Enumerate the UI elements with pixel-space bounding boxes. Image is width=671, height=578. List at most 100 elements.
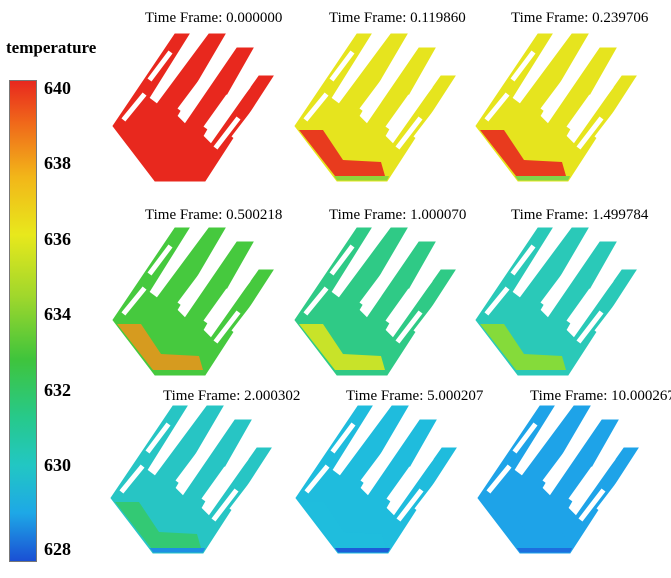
heatsink-shape-2 [294, 33, 456, 182]
fin-slot [576, 116, 604, 150]
contour-panel-9 [472, 398, 642, 563]
hot-region [299, 130, 385, 176]
colorbar-tick-632: 632 [44, 380, 71, 400]
fin-slot [594, 300, 622, 334]
fin-slot [512, 422, 538, 454]
frame-label-8: Time Frame: 5.000207 [346, 388, 484, 404]
fin-slot [121, 286, 147, 316]
fin-slot [241, 470, 267, 502]
heatsink-shape-7 [110, 405, 272, 554]
fin-slot [510, 244, 536, 276]
fin-slot [578, 488, 606, 522]
fin-slot [243, 292, 269, 324]
heatsink-outline [110, 405, 272, 554]
hot-region [300, 502, 386, 548]
fin-slot [540, 80, 566, 112]
fin-slot [203, 288, 231, 324]
fin-slot [413, 106, 441, 140]
fin-slot [177, 274, 203, 306]
heatsink-outline [112, 33, 274, 182]
fin-slot [395, 116, 423, 150]
fin-slot [231, 106, 259, 140]
contour-panel-7 [105, 398, 275, 563]
fin-slot [304, 464, 330, 494]
contour-panel-2 [289, 26, 459, 191]
fin-slot [229, 478, 257, 512]
fin-slot [211, 488, 239, 522]
fin-slot [119, 464, 145, 494]
fin-slot [145, 422, 171, 454]
fin-slot [586, 84, 614, 118]
fin-slot [213, 310, 241, 344]
fin-slot [175, 452, 201, 484]
fin-slot [413, 300, 441, 334]
hot-region [480, 324, 566, 370]
frame-label-5: Time Frame: 1.000070 [329, 207, 467, 223]
heatsink-outline [295, 405, 457, 554]
heatsink-outline [475, 227, 637, 376]
fin-slot [484, 92, 510, 122]
fin-slot [486, 464, 512, 494]
fin-slot [608, 470, 634, 502]
fin-slot [568, 466, 596, 502]
fin-slot [177, 80, 203, 112]
fin-slot [425, 292, 451, 324]
heatsink-outline [294, 227, 456, 376]
colorbar-tick-638: 638 [44, 153, 71, 173]
fin-slot [606, 292, 632, 324]
fin-slot [396, 488, 424, 522]
frame-label-7: Time Frame: 2.000302 [163, 388, 301, 404]
heatsink-outline [294, 33, 456, 182]
colorbar-tick-628: 628 [44, 539, 71, 559]
heatsink-shape-4 [112, 227, 274, 376]
colorbar-tick-640: 640 [44, 78, 71, 98]
fin-slot [426, 470, 452, 502]
temperature-colorbar [9, 80, 37, 562]
frame-label-6: Time Frame: 1.499784 [511, 207, 649, 223]
contour-panel-6 [470, 220, 640, 385]
fin-slot [540, 274, 566, 306]
heatsink-shape-5 [294, 227, 456, 376]
colorbar-tick-636: 636 [44, 229, 71, 249]
hot-region [482, 502, 568, 548]
fin-slot [406, 456, 434, 490]
fin-slot [330, 422, 356, 454]
fin-slot [566, 288, 594, 324]
colorbar-tick-630: 630 [44, 455, 71, 475]
fin-slot [329, 244, 355, 276]
fin-slot [201, 466, 229, 502]
heatsink-shape-8 [295, 405, 457, 554]
fin-slot [414, 478, 442, 512]
fin-slot [386, 466, 414, 502]
fin-slot [213, 116, 241, 150]
fin-slot [223, 84, 251, 118]
fin-slot [576, 310, 604, 344]
fin-slot [385, 288, 413, 324]
heatsink-shape-3 [475, 33, 637, 182]
fin-slot [329, 50, 355, 82]
fin-slot [606, 98, 632, 130]
heatsink-outline [477, 405, 639, 554]
fin-slot [243, 98, 269, 130]
fin-slot [147, 244, 173, 276]
fin-slot [510, 50, 536, 82]
contour-panel-8 [290, 398, 460, 563]
fin-slot [594, 106, 622, 140]
fin-slot [566, 94, 594, 130]
contour-panel-1 [107, 26, 277, 191]
fin-slot [303, 92, 329, 122]
fin-slot [359, 274, 385, 306]
hot-region [117, 324, 203, 370]
fin-slot [203, 94, 231, 130]
frame-label-1: Time Frame: 0.000000 [145, 10, 283, 26]
fin-slot [484, 286, 510, 316]
fin-slot [586, 278, 614, 312]
fin-slot [221, 456, 249, 490]
fin-slot [147, 50, 173, 82]
heatsink-shape-1 [112, 33, 274, 182]
heatsink-outline [475, 33, 637, 182]
fin-slot [425, 98, 451, 130]
fin-slot [542, 452, 568, 484]
fin-slot [588, 456, 616, 490]
heatsink-shape-9 [477, 405, 639, 554]
